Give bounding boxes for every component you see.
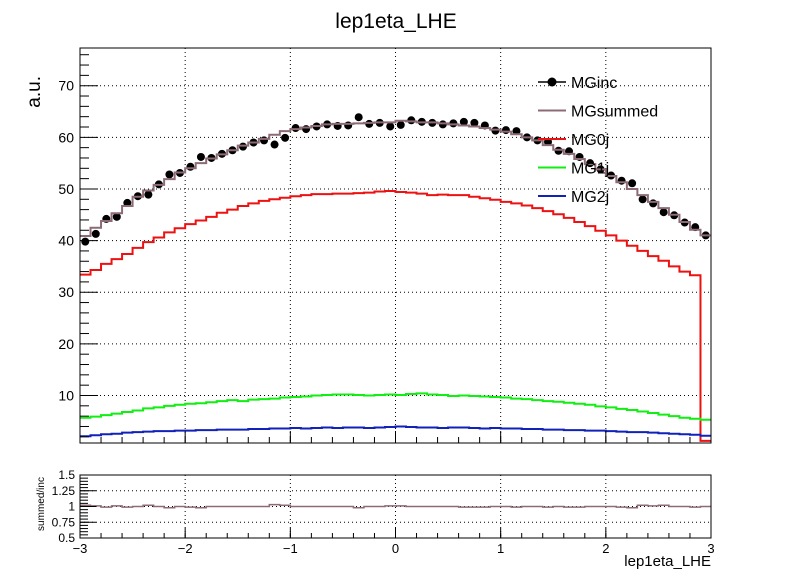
data-point-mginc <box>438 120 447 129</box>
data-point-mginc <box>386 122 395 131</box>
y-axis-label: a.u. <box>24 76 45 108</box>
data-point-mginc <box>196 152 205 161</box>
legend-label-mg0j: MG0j <box>571 132 609 149</box>
main-y-tick-label: 10 <box>58 387 74 403</box>
data-point-mginc <box>365 119 374 128</box>
main-y-tick-label: 60 <box>58 129 74 145</box>
data-point-mginc <box>649 199 658 208</box>
data-point-mginc <box>344 121 353 130</box>
ratio-grid <box>80 475 711 538</box>
ratio-x-tick-label: −2 <box>178 541 193 556</box>
data-point-mginc <box>302 125 311 134</box>
ratio-y-tick-label: 0.75 <box>52 515 76 529</box>
ratio-y-tick-label: 1.25 <box>52 484 76 498</box>
data-point-mginc <box>396 120 405 129</box>
ratio-y-axis-label: summed/inc <box>36 477 47 531</box>
data-point-mginc <box>281 133 290 142</box>
ratio-y-tick-label: 1 <box>68 500 75 514</box>
data-point-mginc <box>512 127 521 136</box>
ratio-y-tick-label: 1.5 <box>58 468 75 482</box>
main-y-tick-label: 70 <box>58 78 74 94</box>
ratio-x-tick-label: −1 <box>283 541 298 556</box>
data-point-mginc <box>291 124 300 133</box>
legend-label-mg1j: MG1j <box>571 161 609 178</box>
data-point-mginc <box>459 117 468 126</box>
ratio-line <box>80 503 711 509</box>
data-point-mginc <box>112 212 121 221</box>
data-point-mginc <box>470 118 479 127</box>
main-y-tick-label: 40 <box>58 233 74 249</box>
data-point-mginc <box>91 229 100 238</box>
data-point-mginc <box>354 113 363 122</box>
main-y-tick-label: 20 <box>58 336 74 352</box>
data-point-mginc <box>501 126 510 135</box>
data-point-mginc <box>617 176 626 185</box>
data-point-mginc <box>407 116 416 125</box>
data-point-mginc <box>81 237 90 246</box>
data-point-mginc <box>144 190 153 199</box>
data-point-mginc <box>260 136 269 145</box>
legend-label-mg2j: MG2j <box>571 189 609 206</box>
ratio-frame <box>79 474 712 539</box>
ratio-series-layer <box>80 503 711 509</box>
legend-label-mginc: MGinc <box>571 75 617 92</box>
data-point-mginc <box>638 195 647 204</box>
ratio-x-tick-label: 3 <box>707 541 714 556</box>
chart-title: lep1eta_LHE <box>335 10 456 33</box>
ratio-x-tick-label: 2 <box>602 541 609 556</box>
ratio-y-tick-label: 0.5 <box>58 531 75 545</box>
x-axis-label: lep1eta_LHE <box>624 553 711 570</box>
series-line-mgsummed <box>80 119 711 237</box>
main-frame <box>79 47 712 444</box>
legend-marker-mginc <box>547 77 557 87</box>
data-point-mginc <box>554 146 563 155</box>
data-point-mginc <box>491 126 500 135</box>
series-line-mg2j <box>80 425 711 438</box>
ratio-x-tick-label: 1 <box>497 541 504 556</box>
data-point-mginc <box>628 179 637 188</box>
ratio-x-tick-label: −3 <box>73 541 88 556</box>
main-y-tick-label: 30 <box>58 284 74 300</box>
data-point-mginc <box>449 119 458 128</box>
main-axes: 10 20 30 40 50 60 70 <box>58 47 712 444</box>
series-line-mg0j <box>80 190 711 442</box>
data-point-mginc <box>123 198 132 207</box>
series-line-mg1j <box>80 392 711 421</box>
ratio-x-tick-label: 0 <box>392 541 399 556</box>
data-point-mginc <box>239 142 248 151</box>
legend-label-mgsummed: MGsummed <box>571 104 658 121</box>
legend: MGinc MGsummed MG0j MG1j MG2j <box>538 75 658 206</box>
data-point-mginc <box>270 140 279 149</box>
main-series-layer <box>80 113 711 442</box>
data-point-mginc <box>186 162 195 171</box>
data-point-mginc <box>659 208 668 217</box>
main-y-tick-label: 50 <box>58 181 74 197</box>
data-point-mginc <box>165 170 174 179</box>
